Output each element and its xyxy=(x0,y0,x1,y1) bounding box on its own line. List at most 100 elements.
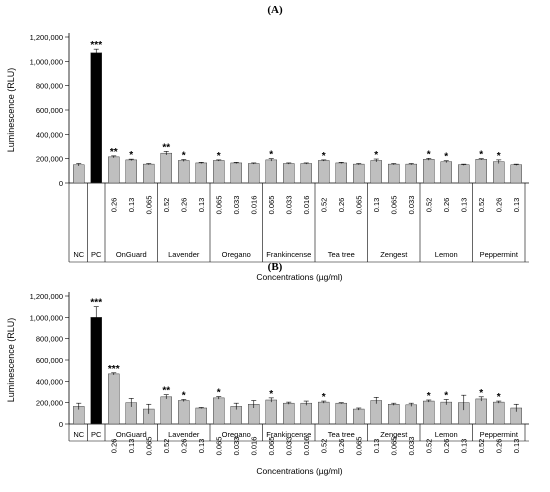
bar xyxy=(353,163,365,184)
group-label: Frankincense xyxy=(266,250,311,259)
bar xyxy=(353,408,365,425)
bar xyxy=(195,407,207,425)
bar xyxy=(388,404,400,425)
concentration-label: 0.13 xyxy=(372,198,381,213)
concentration-label: 0.13 xyxy=(512,439,521,454)
group-label: NC xyxy=(73,430,84,439)
group-label: Zengest xyxy=(380,250,408,259)
bar xyxy=(388,163,400,184)
group-label: PC xyxy=(91,250,102,259)
bar xyxy=(160,396,172,425)
concentration-label: 0.033 xyxy=(284,196,293,215)
concentration-label: 0.016 xyxy=(249,437,258,456)
y-tick-label: 600,000 xyxy=(36,356,63,365)
concentration-label: 0.065 xyxy=(389,437,398,456)
bar xyxy=(125,159,137,184)
group-label: PC xyxy=(91,430,102,439)
concentration-label: 0.13 xyxy=(459,198,468,213)
concentration-label: 0.065 xyxy=(267,437,276,456)
significance-label: * xyxy=(444,152,448,163)
y-tick-label: 0 xyxy=(59,179,63,188)
concentration-label: 0.065 xyxy=(267,196,276,215)
group-label: NC xyxy=(73,250,84,259)
concentration-label: 0.016 xyxy=(302,437,311,456)
group-label: Oregano xyxy=(222,250,251,259)
significance-label: * xyxy=(322,151,326,162)
significance-label: *** xyxy=(90,298,102,309)
y-tick-label: 800,000 xyxy=(36,335,63,344)
bar xyxy=(213,397,225,425)
significance-label: * xyxy=(427,149,431,160)
bar xyxy=(335,402,347,425)
y-tick-label: 200,000 xyxy=(36,155,63,164)
concentration-label: 0.26 xyxy=(179,198,188,213)
concentration-label: 0.26 xyxy=(337,439,346,454)
group-label: Lavender xyxy=(168,430,200,439)
y-axis-label: Luminescence (RLU) xyxy=(6,318,16,403)
group-label: Lemon xyxy=(435,250,458,259)
group-label: Zengest xyxy=(380,430,408,439)
significance-label: *** xyxy=(108,364,120,375)
bar xyxy=(318,160,330,184)
group-label: Lavender xyxy=(168,250,200,259)
significance-label: * xyxy=(427,391,431,402)
concentration-label: 0.065 xyxy=(354,437,363,456)
significance-label: * xyxy=(497,151,501,162)
y-tick-label: 1,000,000 xyxy=(30,57,63,66)
bar xyxy=(90,317,102,425)
bar xyxy=(405,404,417,425)
x-axis-label: Concentrations (µg/ml) xyxy=(256,466,342,476)
concentration-label: 0.26 xyxy=(442,198,451,213)
group-label: Lemon xyxy=(435,430,458,439)
bar xyxy=(440,401,452,425)
significance-label: * xyxy=(269,150,273,161)
y-tick-label: 1,000,000 xyxy=(30,313,63,322)
concentration-label: 0.26 xyxy=(179,439,188,454)
bar xyxy=(108,156,120,184)
bar xyxy=(108,373,120,425)
significance-label: * xyxy=(182,151,186,162)
concentration-label: 0.26 xyxy=(109,198,118,213)
bar xyxy=(475,398,487,425)
y-tick-label: 400,000 xyxy=(36,377,63,386)
significance-label: * xyxy=(479,388,483,399)
concentration-label: 0.033 xyxy=(407,437,416,456)
group-label: Oregano xyxy=(222,430,251,439)
concentration-label: 0.065 xyxy=(144,437,153,456)
bar xyxy=(178,160,190,184)
y-tick-label: 800,000 xyxy=(36,82,63,91)
bar xyxy=(370,160,382,184)
significance-label: * xyxy=(182,390,186,401)
bar xyxy=(318,401,330,425)
concentration-label: 0.13 xyxy=(512,198,521,213)
concentration-label: 0.033 xyxy=(407,196,416,215)
bar xyxy=(423,159,435,184)
y-tick-label: 1,200,000 xyxy=(30,33,63,42)
bar xyxy=(510,164,522,184)
concentration-label: 0.13 xyxy=(459,439,468,454)
panel-b: (B) Luminescence (RLU) 0 200,000 400,000 600,… xyxy=(6,261,529,476)
y-tick-label: 600,000 xyxy=(36,106,63,115)
y-tick-label: 1,200,000 xyxy=(30,292,63,301)
significance-label: * xyxy=(479,150,483,161)
concentration-label: 0.033 xyxy=(232,437,241,456)
bar xyxy=(370,400,382,425)
significance-label: *** xyxy=(90,40,102,51)
concentration-label: 0.016 xyxy=(249,196,258,215)
bar xyxy=(283,402,295,425)
concentration-label: 0.065 xyxy=(214,437,223,456)
bar xyxy=(160,152,172,184)
bar xyxy=(213,160,225,184)
group-label: Peppermint xyxy=(480,430,519,439)
concentration-label: 0.26 xyxy=(494,198,503,213)
y-tick-label: 400,000 xyxy=(36,130,63,139)
concentration-label: 0.13 xyxy=(197,198,206,213)
group-label: Frankincense xyxy=(266,430,311,439)
bar xyxy=(475,159,487,184)
significance-label: * xyxy=(269,389,273,400)
bar xyxy=(458,164,470,184)
significance-label: ** xyxy=(162,142,170,153)
concentration-label: 0.52 xyxy=(162,439,171,454)
